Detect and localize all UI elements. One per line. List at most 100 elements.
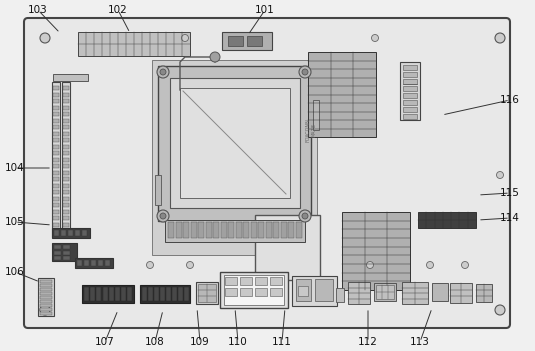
Bar — [250, 222, 256, 238]
Bar — [53, 132, 59, 135]
Bar — [53, 106, 59, 110]
Bar — [103, 287, 108, 301]
Text: 111: 111 — [272, 337, 292, 347]
Text: 114: 114 — [500, 213, 520, 223]
Bar — [75, 258, 113, 268]
Circle shape — [299, 210, 311, 222]
Bar — [63, 223, 69, 226]
Bar — [403, 93, 417, 98]
FancyBboxPatch shape — [24, 18, 510, 328]
Circle shape — [302, 213, 308, 219]
Bar — [63, 164, 69, 168]
Bar — [54, 256, 61, 260]
Bar — [142, 287, 147, 301]
Bar — [273, 222, 279, 238]
Bar — [184, 287, 189, 301]
Text: 116: 116 — [500, 95, 520, 105]
Bar — [450, 283, 472, 303]
Bar — [403, 65, 417, 70]
Text: MA78: MA78 — [312, 123, 317, 137]
Bar — [183, 222, 189, 238]
Text: 115: 115 — [500, 188, 520, 198]
Bar — [296, 279, 311, 301]
Text: 107: 107 — [95, 337, 115, 347]
Bar — [40, 288, 52, 291]
Bar — [178, 287, 183, 301]
Bar — [336, 288, 344, 302]
Circle shape — [495, 305, 505, 315]
Bar — [255, 215, 320, 280]
Circle shape — [181, 34, 188, 41]
Bar — [63, 119, 69, 122]
Circle shape — [40, 305, 50, 315]
Bar — [243, 222, 249, 238]
Bar — [63, 158, 69, 161]
Bar — [270, 277, 282, 285]
Bar — [222, 32, 272, 50]
Bar — [53, 184, 59, 187]
Bar — [198, 222, 204, 238]
Circle shape — [210, 52, 220, 62]
Bar — [63, 216, 69, 220]
Bar — [190, 222, 196, 238]
Bar — [140, 285, 190, 303]
Bar — [228, 222, 234, 238]
Bar — [225, 288, 237, 296]
Bar — [52, 243, 77, 261]
Bar — [166, 287, 171, 301]
Circle shape — [187, 261, 194, 269]
Bar — [403, 72, 417, 77]
Bar — [53, 210, 59, 213]
Bar — [63, 112, 69, 116]
Bar — [432, 283, 448, 301]
Bar — [63, 86, 69, 90]
Text: 113: 113 — [410, 337, 430, 347]
Bar — [228, 36, 243, 46]
Bar — [224, 275, 284, 305]
Text: 103: 103 — [28, 5, 48, 15]
Bar — [121, 287, 126, 301]
Circle shape — [277, 226, 284, 233]
Text: 106: 106 — [5, 267, 25, 277]
Text: 109: 109 — [190, 337, 210, 347]
Bar — [308, 52, 376, 137]
Bar — [53, 74, 88, 81]
Bar — [62, 82, 70, 237]
Bar — [53, 151, 59, 155]
Bar — [172, 287, 177, 301]
Bar — [54, 230, 59, 236]
Bar — [82, 230, 87, 236]
Bar — [53, 164, 59, 168]
Bar — [170, 78, 300, 208]
Bar — [63, 190, 69, 194]
Bar — [247, 36, 262, 46]
Bar — [315, 279, 333, 301]
Bar — [40, 304, 52, 307]
Bar — [40, 308, 52, 311]
Circle shape — [160, 69, 166, 75]
Bar — [63, 177, 69, 181]
Bar — [205, 222, 211, 238]
Bar — [53, 93, 59, 97]
Bar — [91, 260, 96, 266]
Bar — [54, 251, 61, 254]
Circle shape — [371, 34, 378, 41]
Bar — [115, 287, 120, 301]
Text: 104: 104 — [5, 163, 25, 173]
Circle shape — [160, 213, 166, 219]
Bar — [418, 212, 476, 228]
Bar — [158, 66, 311, 221]
Circle shape — [366, 261, 373, 269]
Bar — [53, 216, 59, 220]
Bar — [63, 106, 69, 110]
Bar — [240, 277, 252, 285]
Circle shape — [426, 261, 433, 269]
Bar — [175, 222, 181, 238]
Bar — [84, 287, 89, 301]
Bar — [165, 220, 305, 242]
Bar — [127, 287, 132, 301]
Bar — [53, 197, 59, 200]
Bar — [68, 230, 73, 236]
Bar — [220, 222, 226, 238]
Bar — [255, 288, 267, 296]
